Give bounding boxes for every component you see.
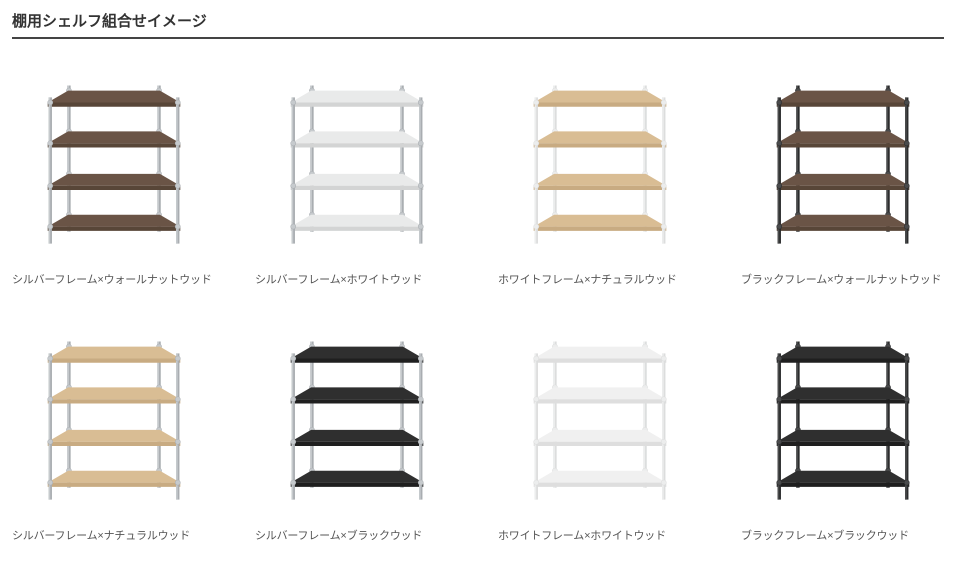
shelf-illustration (498, 317, 701, 517)
shelf-combination-cell: シルバーフレーム×ホワイトウッド (255, 61, 458, 287)
shelf-combination-caption: ブラックフレーム×ウォールナットウッド (741, 271, 944, 287)
shelf-illustration (12, 61, 215, 261)
shelf-illustration (255, 317, 458, 517)
shelf-combination-caption: シルバーフレーム×ブラックウッド (255, 527, 458, 543)
shelf-combination-caption: シルバーフレーム×ナチュラルウッド (12, 527, 215, 543)
shelf-combination-cell: シルバーフレーム×ブラックウッド (255, 317, 458, 543)
shelf-illustration (741, 61, 944, 261)
shelf-combination-cell: ブラックフレーム×ウォールナットウッド (741, 61, 944, 287)
shelf-combination-cell: シルバーフレーム×ナチュラルウッド (12, 317, 215, 543)
shelf-combination-grid: シルバーフレーム×ウォールナットウッド シルバーフレーム×ホワイトウッド ホワイ… (12, 61, 944, 543)
shelf-combination-cell: ホワイトフレーム×ホワイトウッド (498, 317, 701, 543)
section-title: 棚用シェルフ組合せイメージ (12, 0, 944, 39)
shelf-combination-caption: ホワイトフレーム×ホワイトウッド (498, 527, 701, 543)
shelf-illustration (741, 317, 944, 517)
shelf-combination-caption: ホワイトフレーム×ナチュラルウッド (498, 271, 701, 287)
shelf-combination-caption: シルバーフレーム×ウォールナットウッド (12, 271, 215, 287)
shelf-combination-cell: ブラックフレーム×ブラックウッド (741, 317, 944, 543)
shelf-combination-caption: シルバーフレーム×ホワイトウッド (255, 271, 458, 287)
shelf-illustration (498, 61, 701, 261)
shelf-illustration (12, 317, 215, 517)
shelf-combination-cell: ホワイトフレーム×ナチュラルウッド (498, 61, 701, 287)
shelf-illustration (255, 61, 458, 261)
shelf-combination-cell: シルバーフレーム×ウォールナットウッド (12, 61, 215, 287)
shelf-combination-caption: ブラックフレーム×ブラックウッド (741, 527, 944, 543)
